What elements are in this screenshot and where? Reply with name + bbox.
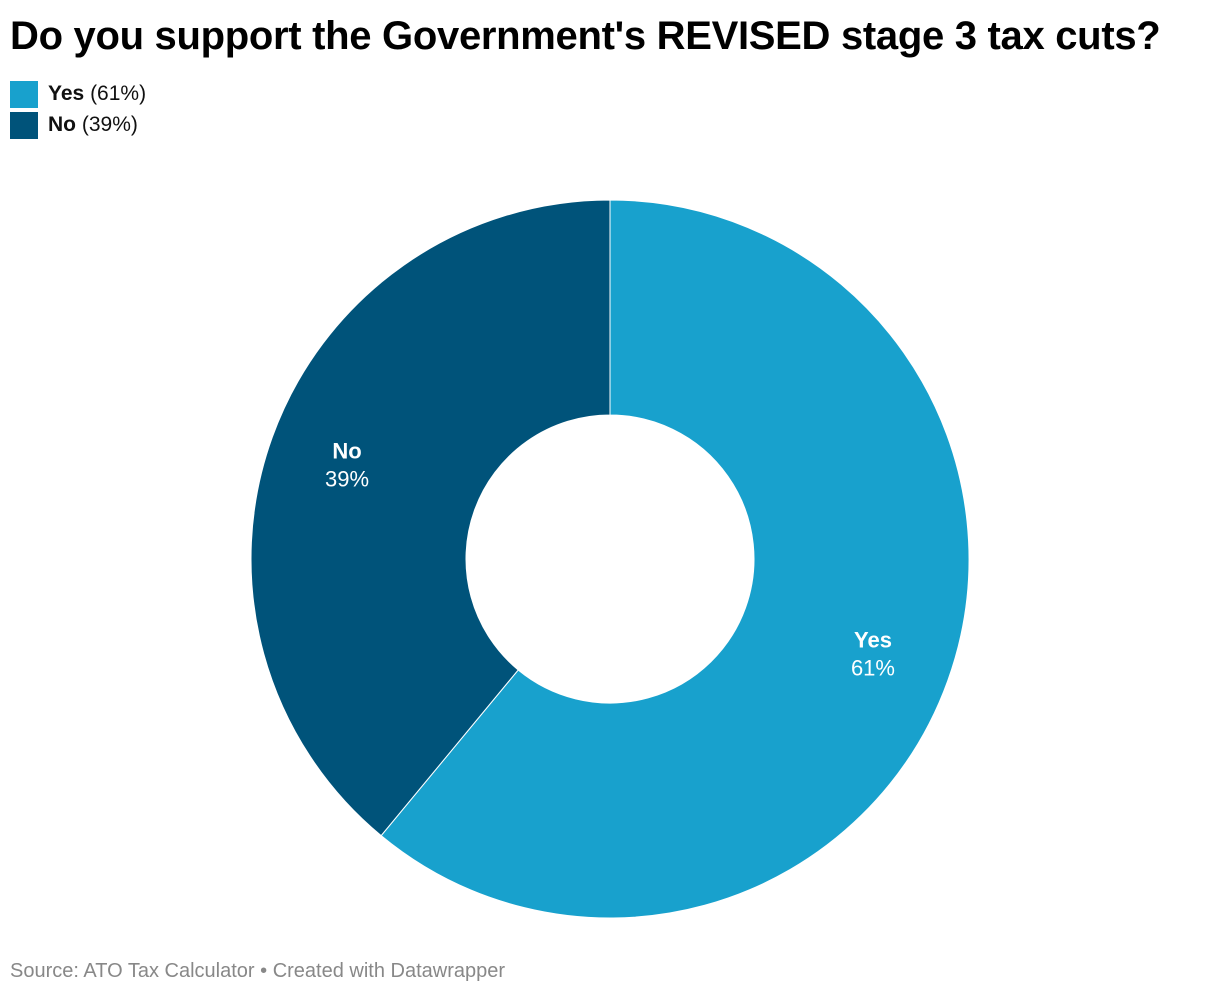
legend-label-no: No <box>48 113 76 136</box>
source-text: Source: ATO Tax Calculator <box>10 960 255 982</box>
slice-value-yes: 61% <box>851 656 895 681</box>
legend-value-yes: (61%) <box>90 82 147 105</box>
legend-label-yes: Yes <box>48 82 85 105</box>
credit-text: Created with Datawrapper <box>272 960 506 982</box>
donut-slice-yes <box>380 199 970 919</box>
footer-separator: • <box>260 960 268 982</box>
slice-value-no: 39% <box>325 466 369 491</box>
legend-item-no: No (39%) <box>10 111 146 139</box>
legend-swatch-yes <box>10 80 38 108</box>
slice-label-no: No <box>332 438 361 463</box>
chart-footer: Source: ATO Tax Calculator • Created wit… <box>10 960 505 983</box>
chart-title: Do you support the Government's REVISED … <box>10 14 1161 58</box>
legend-swatch-no <box>10 111 38 139</box>
legend-value-no: (39%) <box>81 113 138 136</box>
legend-item-yes: Yes (61%) <box>10 80 146 108</box>
donut-slice-no <box>250 199 611 837</box>
chart-legend: Yes (61%) No (39%) <box>10 80 146 142</box>
slice-label-yes: Yes <box>854 628 892 653</box>
